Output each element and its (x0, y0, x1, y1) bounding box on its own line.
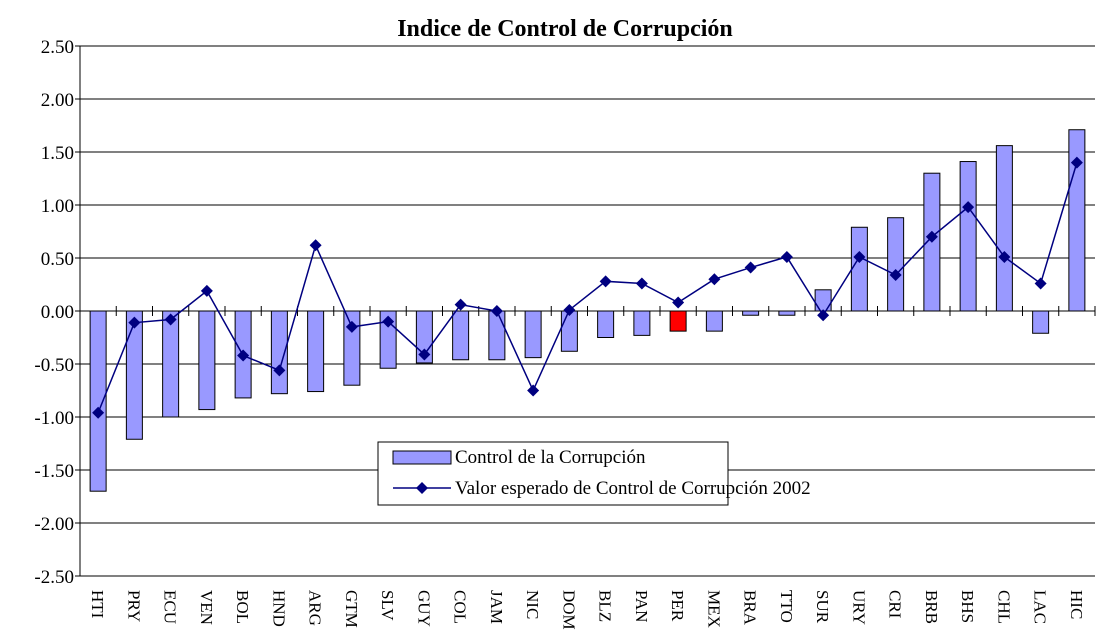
x-tick-label: SLV (378, 590, 397, 621)
x-tick-label: SUR (813, 590, 832, 624)
bar (343, 310, 361, 386)
legend-label: Control de la Corrupción (455, 447, 646, 468)
bar (198, 310, 216, 411)
bar (742, 310, 760, 316)
y-tick-label: -2.50 (34, 567, 74, 588)
marker (418, 348, 431, 361)
legend-swatch (392, 450, 452, 465)
marker (309, 239, 322, 252)
x-tick-label: BOL (233, 590, 252, 624)
legend-label: Valor esperado de Control de Corrupción … (455, 478, 811, 499)
x-tick-label: TTO (777, 590, 796, 623)
x-tick-label: PAN (632, 590, 651, 622)
x-tick-label: HIC (1067, 590, 1086, 619)
y-tick-label: 2.00 (41, 90, 74, 111)
chart-title: Indice de Control de Corrupción (397, 16, 733, 42)
x-tick-label: CRI (886, 590, 905, 619)
y-tick-label: 0.00 (41, 302, 74, 323)
marker (925, 230, 938, 243)
bar (270, 310, 288, 395)
marker (744, 261, 757, 274)
marker (273, 364, 286, 377)
marker (998, 250, 1011, 263)
y-tick-label: 1.00 (41, 196, 74, 217)
bar (597, 310, 615, 338)
marker (345, 320, 358, 333)
marker (164, 313, 177, 326)
line (97, 162, 1078, 414)
bar (995, 145, 1013, 312)
bar (850, 226, 868, 312)
bar (959, 161, 977, 312)
bar (669, 310, 687, 332)
marker (1070, 156, 1083, 169)
bar (488, 310, 506, 361)
x-tick-label: GUY (414, 590, 433, 627)
y-tick-label: 1.50 (41, 143, 74, 164)
y-tick-label: -2.00 (34, 514, 74, 535)
bar (705, 310, 723, 332)
bar (524, 310, 542, 359)
marker (599, 275, 612, 288)
bar (633, 310, 651, 336)
bar (814, 289, 832, 312)
x-tick-label: VEN (197, 590, 216, 625)
y-tick-label: 2.50 (41, 37, 74, 58)
x-tick-label: LAC (1031, 590, 1050, 624)
marker (92, 406, 105, 419)
marker (563, 303, 576, 316)
marker (454, 298, 467, 311)
marker (672, 296, 685, 309)
x-tick-label: COL (451, 590, 470, 624)
bar (89, 310, 107, 492)
marker (527, 384, 540, 397)
bar (778, 310, 796, 316)
bar (452, 310, 470, 361)
x-tick-label: NIC (523, 590, 542, 619)
x-tick-label: BLZ (596, 590, 615, 622)
bar (1032, 310, 1050, 334)
x-tick-label: BRA (741, 590, 760, 626)
marker (889, 268, 902, 281)
x-tick-label: DOM (559, 590, 578, 630)
x-tick-label: PER (668, 590, 687, 622)
marker (635, 277, 648, 290)
marker (708, 273, 721, 286)
y-tick-label: -1.00 (34, 408, 74, 429)
y-tick-label: -1.50 (34, 461, 74, 482)
x-tick-label: PRY (124, 590, 143, 622)
bar (560, 310, 578, 352)
bar (162, 310, 180, 418)
y-tick-label: -0.50 (34, 355, 74, 376)
x-tick-label: CHL (994, 590, 1013, 624)
marker (853, 250, 866, 263)
y-tick-label: 0.50 (41, 249, 74, 270)
bar (887, 217, 905, 312)
bar (307, 310, 325, 393)
x-tick-label: ARG (306, 590, 325, 626)
x-tick-label: ECU (161, 590, 180, 624)
x-tick-label: URY (849, 590, 868, 625)
x-tick-label: HTI (88, 590, 107, 619)
x-tick-label: BRB (922, 590, 941, 624)
marker (962, 201, 975, 214)
marker (128, 316, 141, 329)
x-tick-label: MEX (704, 590, 723, 628)
marker (1034, 277, 1047, 290)
bar (125, 310, 143, 440)
x-tick-label: HND (269, 590, 288, 627)
legend-marker (416, 482, 428, 494)
x-tick-label: JAM (487, 590, 506, 624)
marker (237, 349, 250, 362)
marker (200, 284, 213, 297)
x-tick-label: BHS (958, 590, 977, 623)
marker (382, 315, 395, 328)
marker (780, 250, 793, 263)
x-tick-label: GTM (342, 590, 361, 628)
marker (490, 305, 503, 317)
marker (817, 309, 830, 322)
